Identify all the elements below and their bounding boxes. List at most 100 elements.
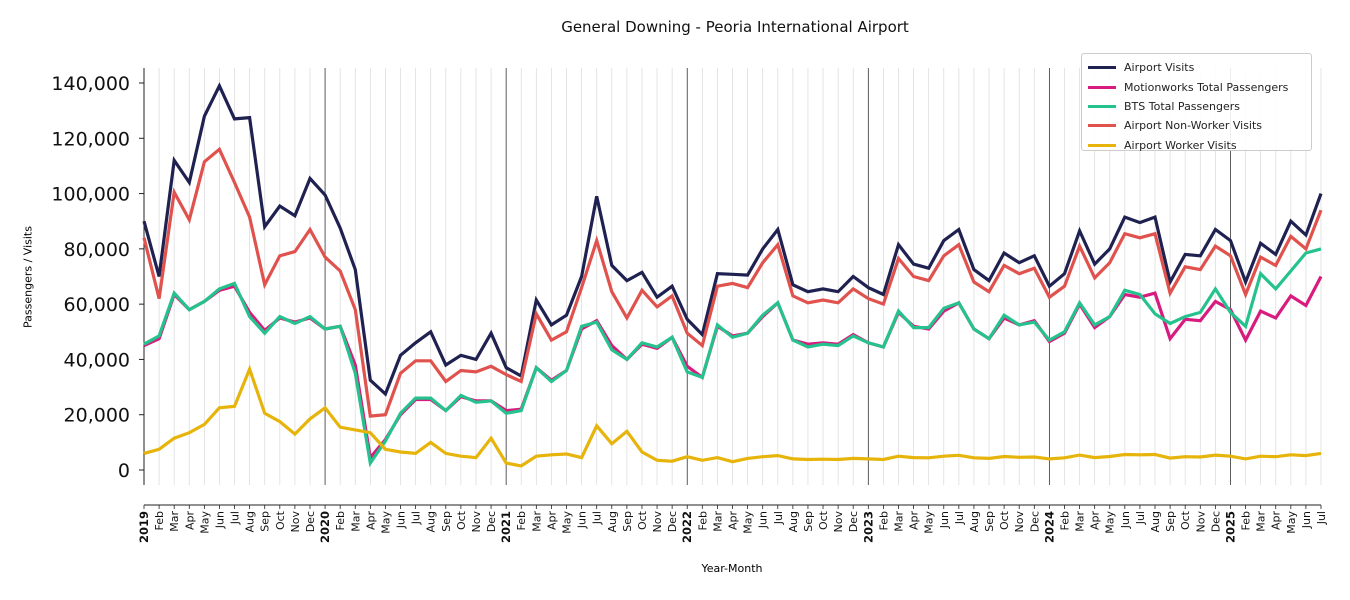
x-tick-label-month: May	[923, 511, 936, 534]
legend-swatch	[1088, 124, 1116, 128]
x-tick-label-month: May	[561, 511, 574, 534]
legend-entry: Motionworks Total Passengers	[1088, 77, 1305, 96]
x-tick-label-month: Feb	[1058, 511, 1071, 530]
x-tick-label-month: Aug	[1149, 511, 1162, 532]
x-tick-label-month: Nov	[289, 511, 302, 533]
y-tick-label: 40,000	[64, 349, 130, 371]
x-tick-label-month: Nov	[832, 511, 845, 533]
x-tick-label-month: Feb	[153, 511, 166, 530]
legend: Airport Visits Motionworks Total Passenge…	[1081, 53, 1312, 152]
legend-entry: BTS Total Passengers	[1088, 97, 1305, 116]
x-tick-label-month: Jun	[938, 511, 951, 529]
y-tick-label: 0	[118, 460, 130, 482]
x-tick-label-month: Mar	[1255, 511, 1268, 532]
x-tick-label-month: Dec	[666, 511, 679, 532]
x-tick-label-month: Aug	[968, 511, 981, 532]
x-tick-label-month: Dec	[847, 511, 860, 532]
x-tick-label-month: Jun	[576, 511, 589, 529]
y-tick-label: 80,000	[64, 239, 130, 261]
x-tick-label-month: Apr	[364, 511, 377, 531]
legend-swatch	[1088, 85, 1116, 89]
x-tick-label-month: Mar	[168, 511, 181, 532]
x-tick-label-month: Dec	[1209, 511, 1222, 532]
legend-label: Airport Visits	[1124, 61, 1195, 75]
x-tick-label-month: Dec	[1028, 511, 1041, 532]
x-tick-label-month: Oct	[817, 510, 830, 530]
x-tick-label-month: Jul	[953, 511, 966, 525]
x-tick-label-month: Sep	[621, 511, 634, 532]
x-tick-label-month: Jul	[1134, 511, 1147, 525]
x-tick-label-month: Feb	[877, 511, 890, 530]
x-tick-label-month: Dec	[304, 511, 317, 532]
series-line-bts-total-passengers	[143, 247, 1322, 468]
x-tick-label-month: Feb	[334, 511, 347, 530]
legend-entry: Airport Non-Worker Visits	[1088, 116, 1305, 135]
series-line-airport-visits	[142, 82, 1323, 397]
y-tick-label: 140,000	[51, 73, 130, 95]
legend-label: Motionworks Total Passengers	[1124, 80, 1289, 94]
chart-title: General Downing - Peoria International A…	[561, 18, 909, 36]
x-tick-label-month: Apr	[1270, 511, 1283, 531]
x-tick-label-month: Jun	[757, 511, 770, 529]
x-tick-label-month: Mar	[349, 511, 362, 532]
x-axis-label: Year-Month	[701, 562, 763, 575]
legend-swatch	[1088, 104, 1116, 108]
x-tick-label-month: Sep	[1164, 511, 1177, 532]
x-tick-label-month: May	[379, 511, 392, 534]
x-tick-label-month: Apr	[1089, 511, 1102, 531]
x-tick-label-month: Dec	[485, 511, 498, 532]
y-tick-label: 100,000	[51, 184, 130, 206]
x-tick-label-month: Jun	[1300, 511, 1313, 529]
x-tick-label-month: Aug	[606, 511, 619, 532]
x-tick-label-year: 2025	[1223, 511, 1237, 543]
legend-label: Airport Worker Visits	[1124, 138, 1237, 152]
x-tick-label-month: Jul	[1315, 511, 1328, 525]
x-tick-label-year: 2022	[680, 511, 694, 543]
x-tick-label-month: Oct	[636, 510, 649, 530]
x-tick-label-month: Apr	[545, 511, 558, 531]
x-tick-label-month: Jun	[395, 511, 408, 529]
x-tick-label-month: Jul	[772, 511, 785, 525]
legend-label: Airport Non-Worker Visits	[1124, 119, 1263, 133]
x-tick-label-month: May	[742, 511, 755, 534]
x-tick-label-month: Jun	[213, 511, 226, 529]
x-tick-label-month: Nov	[1194, 511, 1207, 533]
x-tick-label-month: Mar	[1074, 511, 1087, 532]
legend-label: BTS Total Passengers	[1124, 99, 1241, 113]
x-tick-label-month: Aug	[425, 511, 438, 532]
x-tick-label-month: Jul	[229, 511, 242, 525]
x-tick-label-year: 2023	[861, 511, 875, 543]
x-tick-label-month: Sep	[259, 511, 272, 532]
x-tick-label-month: Apr	[727, 511, 740, 531]
x-tick-label-month: Nov	[1013, 511, 1026, 533]
x-tick-label-month: Apr	[908, 511, 921, 531]
x-tick-label-month: Feb	[1240, 511, 1253, 530]
x-tick-label-month: May	[1104, 511, 1117, 534]
x-tick-label-month: Oct	[1179, 510, 1192, 530]
x-tick-label-month: Sep	[802, 511, 815, 532]
x-tick-label-month: Sep	[440, 511, 453, 532]
x-tick-label-year: 2019	[137, 511, 151, 543]
legend-entry: Airport Visits	[1088, 58, 1305, 77]
x-tick-label-month: May	[1285, 511, 1298, 534]
x-tick-label-month: Mar	[892, 511, 905, 532]
x-tick-label-month: Oct	[455, 510, 468, 530]
y-tick-label: 20,000	[64, 405, 130, 427]
x-tick-label-year: 2024	[1042, 511, 1056, 543]
x-tick-label-month: Jul	[591, 511, 604, 525]
x-tick-label-month: May	[198, 511, 211, 534]
x-tick-label-month: Feb	[696, 511, 709, 530]
x-tick-label-month: Sep	[983, 511, 996, 532]
x-tick-label-month: Nov	[651, 511, 664, 533]
x-tick-label-month: Aug	[244, 511, 257, 532]
x-tick-label-month: Feb	[515, 511, 528, 530]
series-line-airport-non-worker-visits	[142, 146, 1323, 418]
x-tick-label-month: Mar	[711, 511, 724, 532]
legend-entry: Airport Worker Visits	[1088, 136, 1305, 155]
y-tick-label: 60,000	[64, 294, 130, 316]
x-tick-label-month: Jun	[1119, 511, 1132, 529]
x-tick-label-month: Oct	[998, 510, 1011, 530]
x-tick-label-month: Aug	[787, 511, 800, 532]
x-tick-label-year: 2020	[318, 511, 332, 543]
